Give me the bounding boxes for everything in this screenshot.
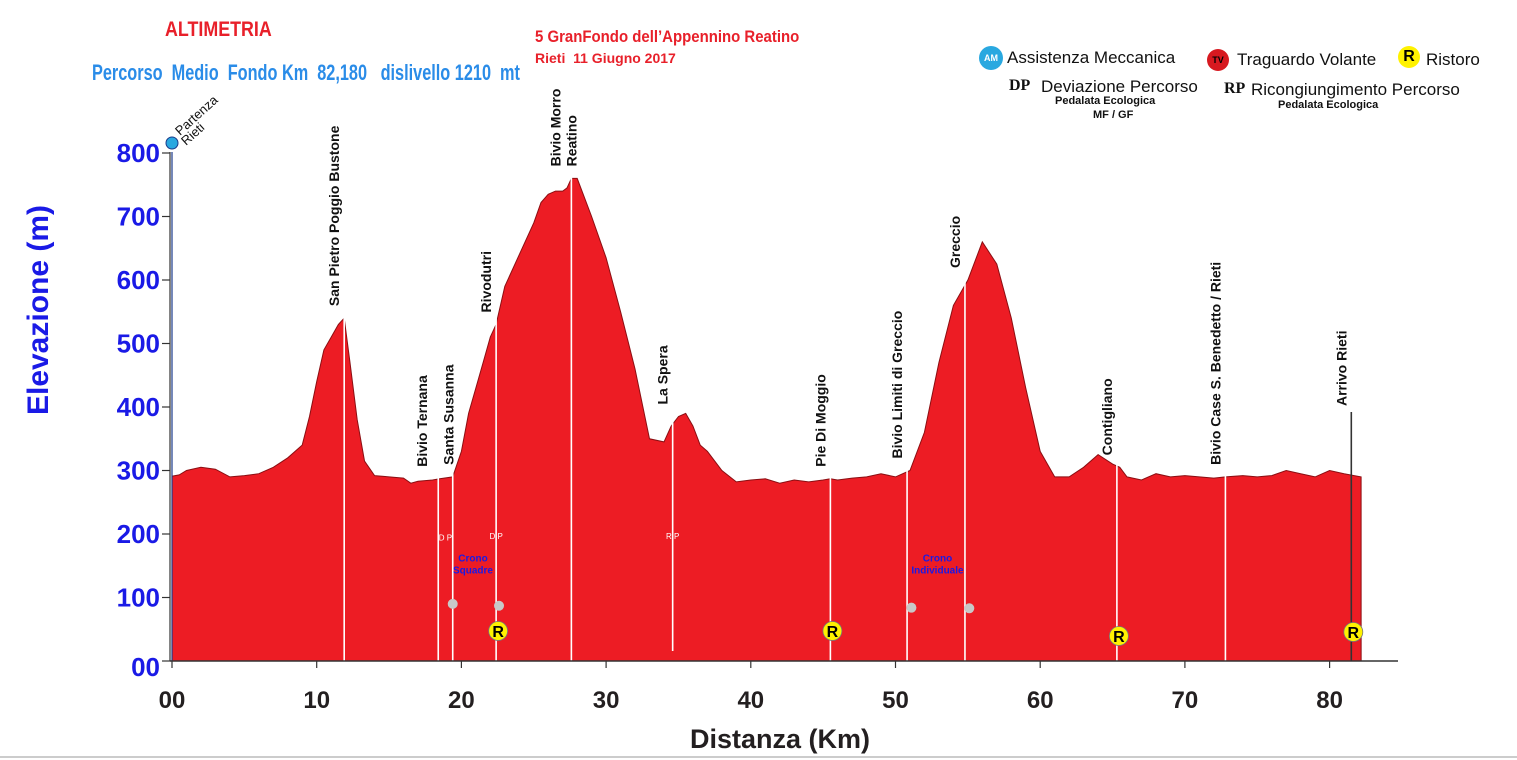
assistenza-icon: AM <box>979 46 1003 70</box>
ristoro-icon: R <box>1398 46 1420 68</box>
ristoro-label: Ristoro <box>1426 50 1480 69</box>
crono-label: Crono <box>458 553 487 564</box>
crono-label: Squadre <box>453 565 493 576</box>
dp-sub2: MF / GF <box>1093 109 1134 121</box>
event-date: Rieti 11 Giugno 2017 <box>535 50 676 66</box>
y-tick-label: 400 <box>117 392 160 422</box>
ristoro-letter: R <box>827 624 839 641</box>
crono-label: Individuale <box>911 565 964 576</box>
assistenza-label: Assistenza Meccanica <box>1007 48 1176 67</box>
ristoro-icon <box>822 621 843 641</box>
ristoro-letter: R <box>1348 625 1360 642</box>
ristoro-letter: R <box>1113 629 1125 646</box>
x-tick-label: 70 <box>1172 687 1199 714</box>
crono-label: Crono <box>923 553 952 564</box>
waypoint-label: Reatino <box>563 115 579 166</box>
route-marker: R P <box>666 532 679 541</box>
waypoint-label: Arrivo Rieti <box>1333 331 1349 406</box>
ristoro-icon <box>1343 622 1364 642</box>
y-tick-label: 500 <box>117 329 160 359</box>
ristoro-icon <box>1108 626 1129 646</box>
waypoint-dot <box>447 598 458 609</box>
waypoint-label: Rivodutri <box>478 251 494 312</box>
traguardo-label: Traguardo Volante <box>1237 50 1377 69</box>
x-tick-label: 00 <box>159 687 186 714</box>
waypoint-label: San Pietro Poggio Bustone <box>326 125 342 306</box>
ristoro-icon <box>488 621 509 641</box>
waypoint-label: Santa Susanna <box>441 364 457 465</box>
waypoint-label: Pie Di Moggio <box>812 374 828 467</box>
x-tick-label: 40 <box>737 687 764 714</box>
waypoint-label: La Spera <box>655 345 671 404</box>
elevation-area <box>171 177 1362 662</box>
rp-code: RP <box>1224 80 1246 97</box>
waypoint-dot <box>964 603 975 614</box>
dp-sub1: Pedalata Ecologica <box>1055 95 1156 107</box>
event-name: 5 GranFondo dell’Appennino Reatino <box>535 27 800 46</box>
x-tick-label: 80 <box>1316 687 1343 714</box>
y-tick-label: 700 <box>117 202 160 232</box>
waypoint-dot <box>906 602 917 613</box>
x-tick-label: 50 <box>882 687 909 714</box>
x-tick-label: 30 <box>593 687 620 714</box>
legend: AM Assistenza Meccanica TV Traguardo Vol… <box>975 44 1505 124</box>
dp-code: DP <box>1009 77 1031 94</box>
waypoint-label: Bivio Morro <box>547 89 563 167</box>
rp-sub: Pedalata Ecologica <box>1278 99 1379 111</box>
waypoint-label: Bivio Case S. Benedetto / Rieti <box>1207 262 1223 465</box>
route-marker: D P <box>439 533 452 542</box>
waypoint-label: Bivio Limiti di Greccio <box>889 311 905 459</box>
y-tick-label: 100 <box>117 583 160 613</box>
waypoint-label: Contigliano <box>1099 378 1115 455</box>
y-tick-label: 600 <box>117 265 160 295</box>
waypoint-label: Bivio Ternana <box>414 375 430 467</box>
y-tick-label: 300 <box>117 456 160 486</box>
y-axis-label: Elevazione (m) <box>22 205 55 415</box>
x-tick-label: 20 <box>448 687 475 714</box>
y-tick-label: 800 <box>117 138 160 168</box>
waypoint-dot <box>494 600 505 611</box>
start-marker <box>165 136 179 150</box>
waypoint-label: Greccio <box>947 216 963 268</box>
x-tick-label: 10 <box>303 687 330 714</box>
chart-title: ALTIMETRIA <box>165 18 272 41</box>
x-axis-label: Distanza (Km) <box>690 724 870 754</box>
y-tick-label: 200 <box>117 519 160 549</box>
x-tick-label: 60 <box>1027 687 1054 714</box>
y-tick-label: 00 <box>131 652 160 682</box>
chart-subtitle: Percorso Medio Fondo Km 82,180 dislivell… <box>92 60 520 85</box>
traguardo-icon: TV <box>1207 49 1229 71</box>
route-marker: D P <box>489 532 502 541</box>
dp-label: Deviazione Percorso <box>1041 77 1198 96</box>
rp-label: Ricongiungimento Percorso <box>1251 80 1460 99</box>
ristoro-letter: R <box>492 624 504 641</box>
